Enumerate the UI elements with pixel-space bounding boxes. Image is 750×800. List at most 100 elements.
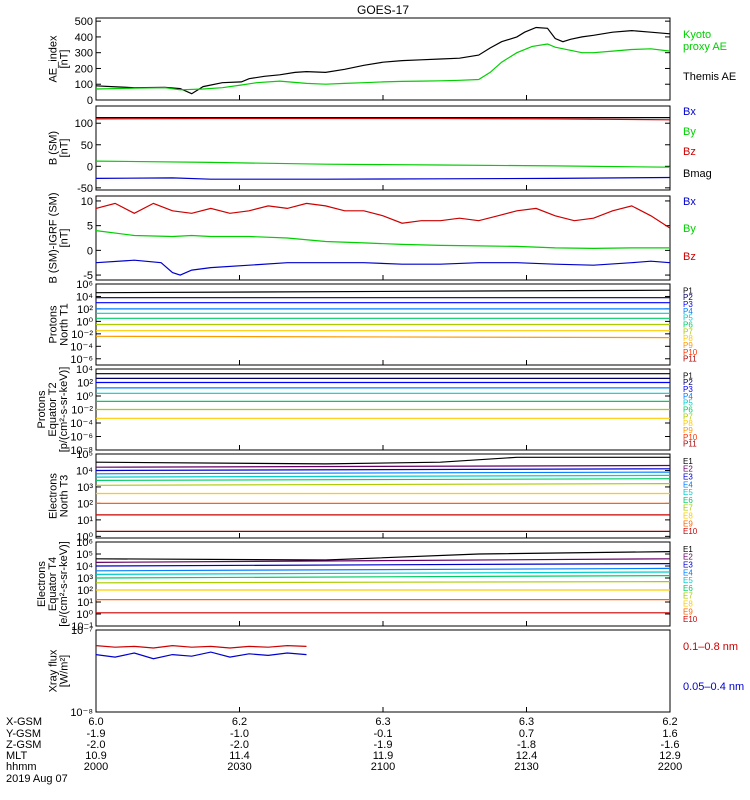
series-line (95, 558, 671, 564)
series-line (95, 230, 670, 250)
y-tick-label: 10² (77, 585, 93, 597)
ephemeris-value: -1.9 (374, 739, 393, 751)
legend-label: E1 (683, 457, 693, 466)
y-axis-label: [nT] (59, 229, 71, 248)
y-tick-label: 0 (87, 95, 93, 107)
y-tick-label: 10⁶ (76, 279, 93, 291)
y-axis-label: Electrons (36, 561, 48, 607)
legend-label: E1 (683, 545, 693, 554)
ephemeris-row-label: Y-GSM (6, 728, 41, 740)
legend-label: P5 (683, 399, 693, 408)
series-line (95, 289, 671, 294)
y-tick-label: 10³ (77, 482, 93, 494)
series-line (95, 478, 671, 481)
series-line (95, 176, 671, 180)
legend-label: Bmag (683, 168, 712, 180)
ephemeris-value: -0.1 (374, 728, 393, 740)
series-line (95, 483, 671, 486)
y-axis-label: [e/(cm²-s-sr-keV)] (58, 541, 70, 627)
legend-label: E9 (683, 519, 693, 528)
legend-label: E9 (683, 607, 693, 616)
y-tick-label: 10⁴ (76, 465, 93, 477)
panel-frame (95, 629, 671, 713)
panel-xray: 10⁻⁸ 10⁻⁷ Xray flux [W/m²] 0.1–0.8 nm 0.05–0.… (48, 625, 745, 719)
legend-label: By (683, 223, 696, 235)
legend-label: P4 (683, 307, 693, 316)
ephemeris-row-label: hhmm (6, 761, 37, 773)
ephemeris-value: 12.4 (516, 750, 537, 762)
ephemeris-value: 11.4 (229, 750, 250, 762)
y-tick-label: 10⁻⁶ (70, 432, 93, 444)
legend-label: Bx (683, 106, 696, 118)
series-line (95, 651, 307, 660)
y-axis-label: AE_index (48, 35, 60, 83)
legend-label: E6 (683, 584, 693, 593)
y-axis-label: North T3 (59, 475, 71, 518)
ephemeris-value: -1.0 (230, 728, 249, 740)
legend-label: proxy AE (683, 41, 727, 53)
legend-label: P7 (683, 412, 693, 421)
legend-label: P4 (683, 392, 693, 401)
y-tick-label: 50 (81, 140, 93, 152)
legend-label: Themis AE (683, 71, 736, 83)
y-tick-label: 10⁻² (71, 405, 93, 417)
legend-label: P2 (683, 378, 693, 387)
series-line (95, 259, 671, 276)
legend-label: P10 (683, 433, 698, 442)
y-axis-label: [nT] (59, 139, 71, 158)
plot-title: GOES-17 (357, 3, 409, 17)
legend-label: 0.05–0.4 nm (683, 681, 744, 693)
y-axis-label: Electrons (48, 473, 60, 519)
y-axis-label: [p/(cm²-s-sr-keV)] (58, 367, 70, 453)
legend-label: Bz (683, 146, 696, 158)
y-axis-label: [nT] (59, 50, 71, 69)
ephemeris-row-label: 2019 Aug 07 (6, 773, 68, 785)
legend-label: E2 (683, 465, 693, 474)
y-tick-label: 10⁻² (71, 329, 93, 341)
y-tick-label: 10⁰ (76, 531, 93, 543)
ephemeris-value: 0.7 (519, 728, 534, 740)
y-tick-label: 10⁻¹ (71, 621, 93, 633)
y-axis-label: Protons (48, 305, 60, 343)
y-tick-label: -5 (83, 270, 93, 282)
y-tick-label: 500 (75, 16, 93, 28)
y-tick-label: 5 (87, 221, 93, 233)
ephemeris-value: -1.9 (87, 728, 106, 740)
legend-label: Bz (683, 251, 696, 263)
panel-digrf: -5 0 5 10 B (SM)-IGRF (SM) [nT] Bx By Bz (48, 192, 697, 283)
legend-label: P11 (683, 440, 697, 449)
y-tick-label: 400 (75, 32, 93, 44)
series-line (95, 474, 671, 478)
legend-label: P10 (683, 348, 698, 357)
ephemeris-value: 10.9 (85, 750, 106, 762)
y-tick-label: 10⁻⁶ (70, 354, 93, 366)
y-axis-label: Equator T4 (47, 557, 59, 611)
legend-label: P2 (683, 293, 693, 302)
series-line (95, 335, 671, 339)
y-axis-label: B (SM) (48, 131, 60, 165)
ephemeris-value: -1.8 (517, 739, 536, 751)
legend-label: E4 (683, 568, 693, 577)
y-tick-label: -50 (77, 183, 93, 195)
y-tick-label: 10⁵ (76, 549, 93, 561)
y-tick-label: 10⁰ (76, 609, 93, 621)
series-line (95, 26, 671, 95)
series-line (95, 202, 671, 229)
legend-label: P5 (683, 314, 693, 323)
y-tick-label: 10⁻⁸ (70, 707, 93, 719)
ephemeris-value: 6.3 (519, 716, 534, 728)
series-line (95, 160, 671, 168)
y-tick-label: 10⁻⁴ (70, 418, 93, 430)
legend-label: P1 (683, 286, 693, 295)
ephemeris-value: 6.2 (662, 716, 677, 728)
ephemeris-row-label: X-GSM (6, 716, 42, 728)
y-axis-label: Equator T2 (47, 382, 59, 436)
legend-label: P6 (683, 406, 693, 415)
legend-label: Bx (683, 196, 696, 208)
legend-label: E5 (683, 576, 693, 585)
series-line (95, 562, 671, 567)
